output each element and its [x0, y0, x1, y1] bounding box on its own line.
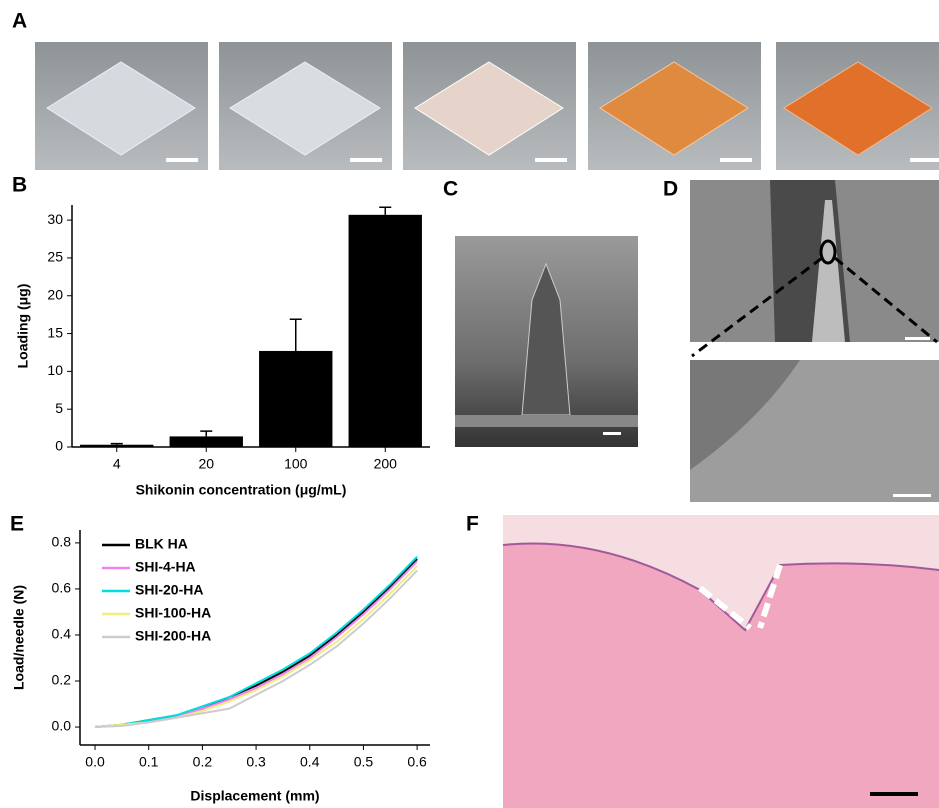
panel-label: D — [663, 178, 678, 201]
x-tick-label: 0.2 — [193, 754, 213, 770]
y-tick-label: 0.6 — [52, 580, 72, 596]
x-tick-label: 4 — [113, 456, 121, 472]
error-bar — [111, 444, 123, 445]
error-bar — [290, 319, 302, 351]
x-tick-label: 200 — [374, 456, 398, 472]
y-axis-label: Loading (μg) — [15, 284, 31, 369]
panel-label: B — [12, 174, 27, 197]
x-tick-label: 100 — [284, 456, 308, 472]
y-tick-label: 0.0 — [52, 718, 72, 734]
x-tick-label: 0.4 — [300, 754, 320, 770]
x-tick-label: 0.5 — [354, 754, 374, 770]
y-tick-label: 0 — [55, 438, 63, 454]
panel-label: F — [466, 513, 479, 536]
bar — [259, 351, 332, 447]
error-bar — [200, 431, 212, 436]
x-tick-label: 0.3 — [246, 754, 266, 770]
y-tick-label: 30 — [47, 211, 63, 227]
panel-label: A — [12, 10, 27, 33]
y-tick-label: 15 — [47, 324, 63, 340]
bar — [80, 445, 153, 447]
y-tick-label: 5 — [55, 400, 63, 416]
panel-d-sem — [690, 180, 939, 502]
y-tick-label: 25 — [47, 249, 63, 265]
bar — [349, 215, 422, 447]
legend-label: BLK HA — [135, 536, 188, 552]
y-tick-label: 10 — [47, 362, 63, 378]
panel-c-sem — [455, 236, 638, 447]
panel-f-histology — [503, 515, 939, 808]
legend-label: SHI-100-HA — [135, 605, 211, 621]
y-axis-label: Load/needle (N) — [11, 585, 27, 690]
y-tick-label: 0.2 — [52, 672, 72, 688]
x-tick-label: 0.1 — [139, 754, 159, 770]
y-tick-label: 20 — [47, 286, 63, 302]
y-tick-label: 0.8 — [52, 534, 72, 550]
panel-a-photos — [35, 42, 939, 170]
error-bar — [379, 207, 391, 215]
y-tick-label: 0.4 — [52, 626, 72, 642]
legend-label: SHI-4-HA — [135, 559, 196, 575]
bar — [170, 436, 243, 447]
legend-label: SHI-200-HA — [135, 628, 211, 644]
legend-label: SHI-20-HA — [135, 582, 203, 598]
x-axis-label: Displacement (mm) — [190, 788, 319, 804]
x-tick-label: 0.6 — [407, 754, 427, 770]
x-tick-label: 20 — [198, 456, 214, 472]
x-axis-label: Shikonin concentration (μg/mL) — [136, 482, 347, 498]
panel-label: E — [10, 513, 24, 536]
panel-label: C — [443, 178, 458, 201]
figure: A B C D E F 0 5 10 15 20 25 30 Loading (μg) Shik… — [0, 0, 939, 808]
x-tick-label: 0.0 — [85, 754, 105, 770]
